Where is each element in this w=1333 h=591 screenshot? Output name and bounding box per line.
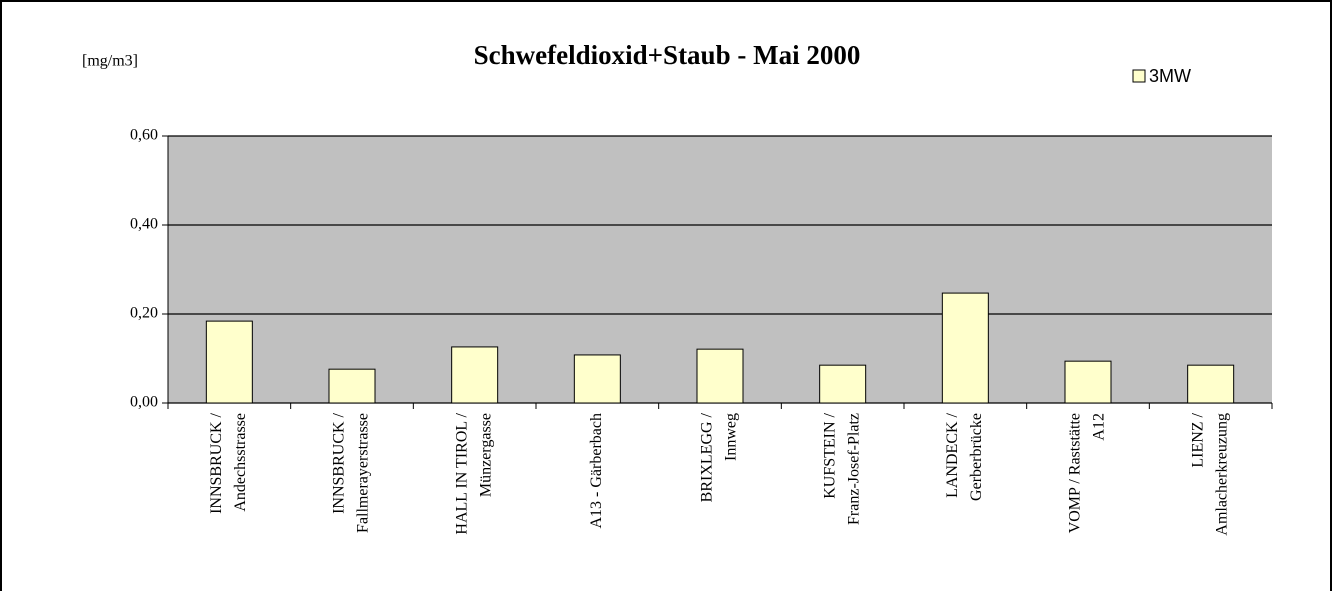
y-axis-label: [mg/m3] [82,53,138,70]
x-tick-label: Gerberbrücke [968,413,985,501]
x-tick-label: A13 - Gärberbach [588,413,605,529]
x-tick-label: LANDECK / [944,412,961,497]
x-tick-label: A12 [1091,413,1108,441]
bar [328,368,376,404]
bar [819,364,867,404]
x-tick-label: Andechsstrasse [232,413,249,512]
bar [696,348,744,404]
bar [451,346,499,404]
x-tick-label: Amlacherkreuzung [1213,413,1230,536]
chart-title: Schwefeldioxid+Staub - Mai 2000 [474,40,861,70]
bar [941,292,989,404]
bar [1064,360,1112,404]
x-tick-label: Fallmerayerstrasse [355,413,372,533]
legend-swatch [1132,69,1146,83]
legend-label: 3MW [1149,66,1191,86]
x-tick-label: KUFSTEIN / [821,412,838,498]
x-tick-label: Innweg [723,413,740,461]
bar [205,320,253,404]
x-tick-label: Franz-Josef-Platz [845,413,862,525]
x-tick-label: INNSBRUCK / [208,412,225,513]
y-tick-label: 0,40 [130,216,158,233]
x-tick-label: BRIXLEGG / [699,412,716,502]
x-tick-label: LIENZ / [1189,412,1206,467]
y-tick-label: 0,20 [130,305,158,322]
y-tick-label: 0,00 [130,394,158,411]
x-tick-label: Münzergasse [477,413,494,497]
x-tick-label: INNSBRUCK / [331,412,348,513]
bar [573,354,621,404]
x-tick-label: HALL IN TIROL / [453,412,470,534]
y-tick-label: 0,60 [130,127,158,144]
bar [1187,364,1235,404]
x-tick-label: VOMP / Raststätte [1067,413,1084,533]
